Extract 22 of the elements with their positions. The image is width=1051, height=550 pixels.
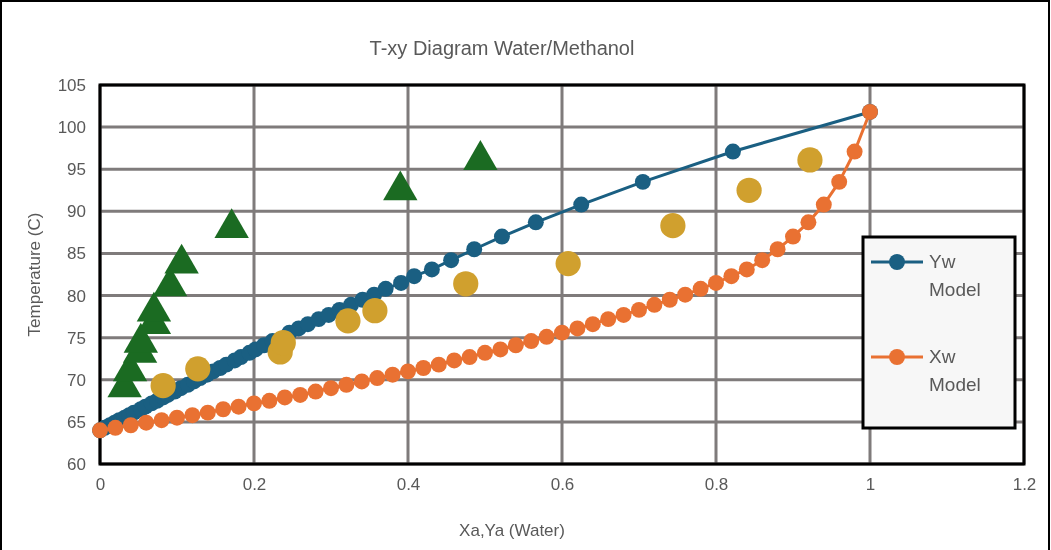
y-tick-label: 95 [67,160,86,180]
y-tick-label: 70 [67,370,86,390]
y-tick-label: 80 [67,286,86,306]
y-tick-label: 90 [67,202,86,222]
y-axis-title: Temperature (C) [25,212,44,337]
x-axis-title: Xa,Ya (Water) [459,521,565,540]
x-tick-label: 0 [95,475,106,495]
chart-title: T-xy Diagram Water/Methanol [369,37,635,59]
x-tick-label: 0.2 [242,475,267,495]
x-tick-label: 1.2 [1012,475,1037,495]
x-tick-label: 1 [865,475,876,495]
y-tick-label: 85 [67,244,86,264]
y-tick-label: 100 [57,118,86,138]
y-tick-label: 60 [67,454,86,474]
legend-label: Xw Model [929,346,981,395]
y-tick-label: 105 [57,75,86,95]
x-tick-label: 0.8 [704,475,729,495]
legend-label: Yw Model [929,251,981,300]
x-tick-label: 0.4 [396,475,421,495]
y-tick-label: 75 [67,328,86,348]
x-tick-label: 0.6 [550,475,575,495]
y-tick-label: 65 [67,412,86,432]
